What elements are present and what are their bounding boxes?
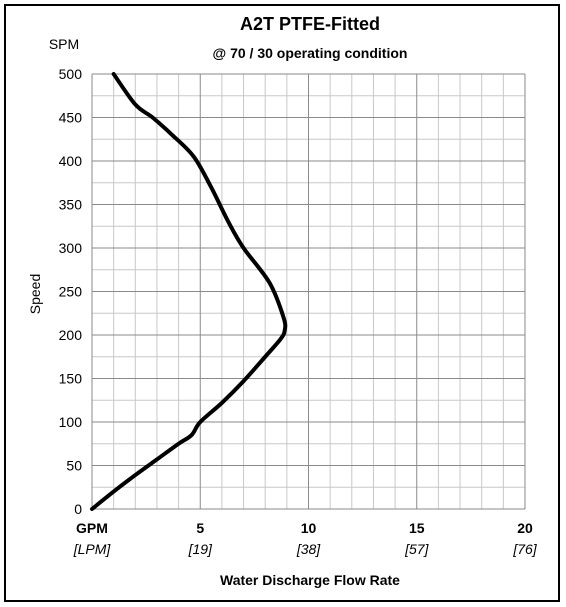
y-tick-label: 400 [59,153,83,169]
x-tick-label: 5 [196,520,204,536]
y-tick-label: 50 [66,458,82,474]
x-tick-label-secondary: [19] [188,541,213,557]
x-tick-label: 15 [409,520,425,536]
y-tick-label: 250 [59,284,83,300]
x-unit-primary: GPM [76,520,108,536]
y-tick-label: 350 [59,197,83,213]
chart-title: A2T PTFE-Fitted [240,14,380,34]
x-tick-label-secondary: [38] [296,541,321,557]
y-tick-labels: 0 50 100 150 200 250 300 350 400 450 500 [59,66,83,517]
y-tick-label: 500 [59,66,83,82]
y-unit-label: SPM [49,36,79,52]
x-tick-label: 10 [301,520,317,536]
y-tick-label: 100 [59,414,83,430]
x-axis-label: Water Discharge Flow Rate [220,572,400,588]
y-tick-label: 200 [59,327,83,343]
y-tick-label: 450 [59,110,83,126]
chart-subtitle: @ 70 / 30 operating condition [213,45,408,61]
y-axis-label: Speed [27,274,43,314]
y-tick-label: 150 [59,371,83,387]
series-line [90,72,288,511]
y-tick-label: 300 [59,240,83,256]
x-tick-labels: 5 [19] 10 [38] 15 [57] 20 [76] [188,520,538,557]
x-tick-label: 20 [517,520,533,536]
x-tick-label-secondary: [76] [512,541,537,557]
x-unit-secondary: [LPM] [73,541,112,557]
series-layer [90,72,288,511]
grid-major [91,73,526,510]
chart-frame [4,4,560,602]
x-tick-label-secondary: [57] [404,541,429,557]
y-tick-label: 0 [74,501,82,517]
